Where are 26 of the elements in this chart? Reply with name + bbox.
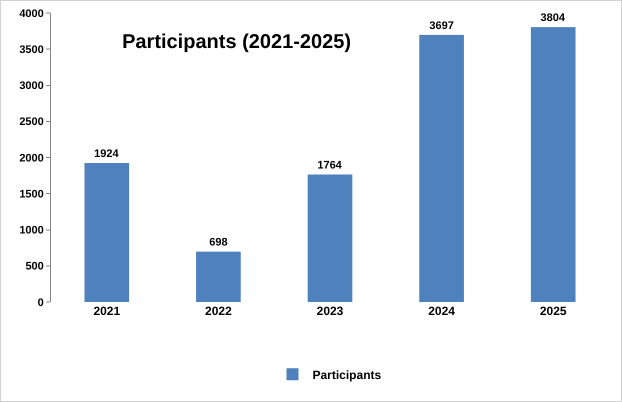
bar	[530, 27, 576, 302]
data-label: 1924	[94, 148, 120, 160]
legend-label: Participants	[312, 368, 382, 382]
x-tick-label: 2024	[428, 304, 456, 318]
y-tick-label: 1000	[19, 224, 44, 237]
y-tick-label: 3500	[19, 44, 44, 56]
y-tick-label: 500	[25, 260, 44, 273]
bar	[84, 162, 130, 302]
bar	[419, 34, 464, 302]
y-tick-label: 2000	[19, 152, 44, 164]
y-tick-label: 0	[38, 296, 44, 309]
y-tick-label: 4000	[19, 8, 44, 20]
text: Participants (2021-2025)	[122, 31, 352, 53]
y-tick-label: 2500	[19, 116, 44, 128]
y-tick-label: 3000	[19, 80, 44, 92]
data-label: 698	[209, 236, 228, 249]
x-tick-label: 2021	[93, 304, 120, 318]
data-label: 1764	[317, 160, 343, 172]
x-tick-label: 2022	[205, 304, 232, 318]
bar	[308, 174, 352, 302]
data-label: 3804	[540, 12, 566, 24]
y-tick-label: 1500	[19, 188, 44, 200]
data-label: 3697	[429, 20, 454, 32]
bar	[196, 252, 241, 302]
x-tick-label: 2023	[316, 304, 344, 318]
x-tick-label: 2025	[540, 304, 567, 318]
